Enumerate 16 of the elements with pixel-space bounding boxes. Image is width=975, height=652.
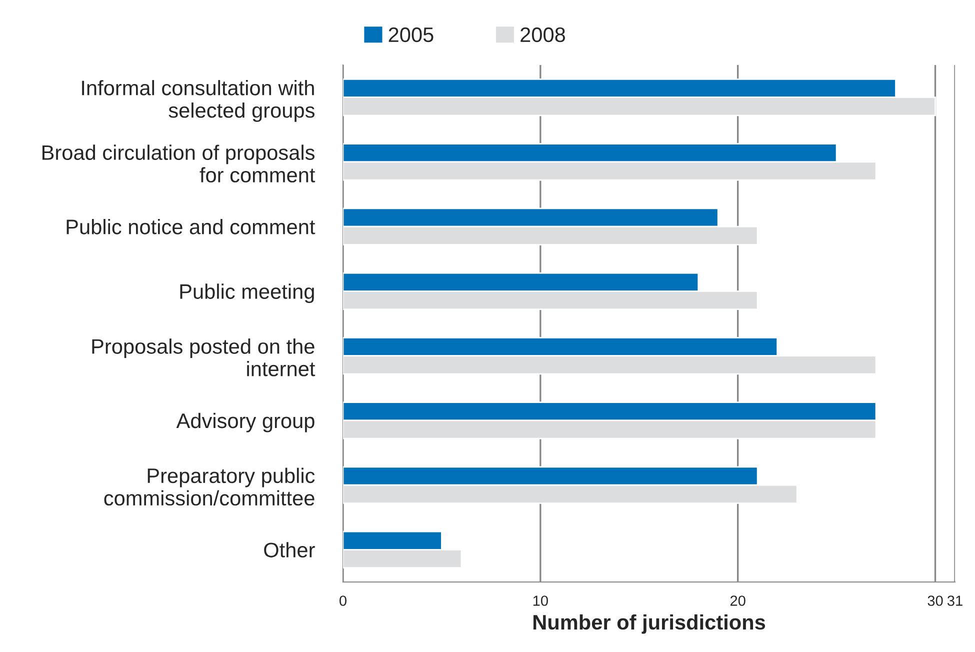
y-tick-label: Public meeting bbox=[180, 284, 314, 304]
legend-label: 2005 bbox=[388, 27, 434, 42]
x-tick-label: 31 bbox=[947, 596, 962, 606]
y-tick-label: Informal consultation with selected groups bbox=[82, 80, 314, 122]
x-tick-label: 10 bbox=[533, 596, 548, 606]
y-tick-label: Public notice and comment bbox=[66, 219, 316, 234]
x-axis-title: Number of jurisdictions bbox=[533, 614, 766, 634]
x-tick-label: 30 bbox=[928, 596, 943, 606]
x-tick-label: 0 bbox=[340, 596, 346, 606]
y-tick-label: Other bbox=[264, 542, 315, 558]
y-tick-label: Preparatory public commission/committee bbox=[104, 468, 315, 506]
y-tick-label: Broad circulation of proposals for comment bbox=[42, 144, 316, 182]
y-tick-label: Proposals posted on the internet bbox=[92, 338, 316, 376]
x-tick-label: 20 bbox=[730, 596, 746, 606]
legend-label: 2008 bbox=[520, 27, 566, 42]
y-tick-label: Advisory group bbox=[176, 412, 314, 432]
